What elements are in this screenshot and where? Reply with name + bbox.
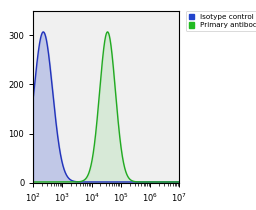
Y-axis label: Count: Count <box>0 82 3 111</box>
Legend: Isotype control, Primary antibody: Isotype control, Primary antibody <box>186 11 256 31</box>
